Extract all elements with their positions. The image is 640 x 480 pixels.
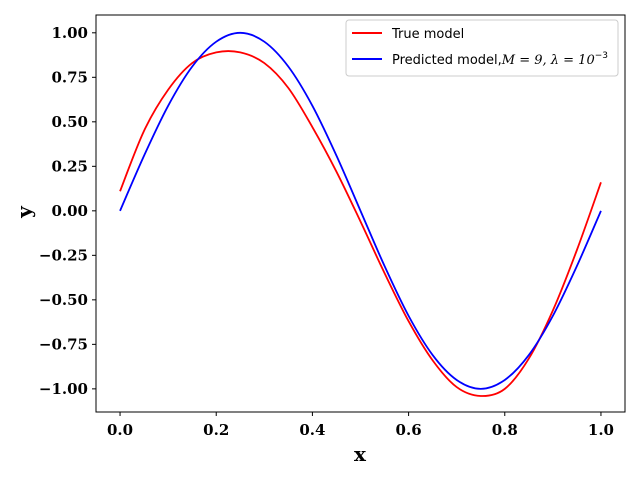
y-tick-label: 0.50 bbox=[51, 113, 88, 131]
x-tick-label: 0.4 bbox=[299, 421, 325, 439]
y-tick-label: 0.25 bbox=[51, 157, 88, 175]
legend-label-predicted-model: Predicted model,M = 9, λ = 10−3 bbox=[392, 51, 608, 68]
y-axis-ticks: 1.00 0.75 0.50 0.25 0.00 −0.25 −0.50 −0.75 −1.00 bbox=[39, 24, 96, 398]
plot-frame bbox=[95, 14, 626, 413]
x-tick-label: 0.8 bbox=[492, 421, 518, 439]
y-tick-label: 0.75 bbox=[51, 68, 88, 86]
series-line-true-model bbox=[119, 50, 602, 397]
legend-label-true-model: True model bbox=[391, 27, 464, 42]
legend: True model Predicted model,M = 9, λ = 10… bbox=[345, 19, 619, 77]
y-tick-label: −0.25 bbox=[39, 246, 88, 264]
legend-label-predicted-exponent: −3 bbox=[595, 51, 608, 61]
y-axis-label: y bbox=[12, 205, 36, 219]
x-axis-ticks: 0.0 0.2 0.4 0.6 0.8 1.0 bbox=[107, 412, 614, 439]
legend-label-predicted-math: M = 9, λ = 10 bbox=[501, 53, 595, 68]
legend-box bbox=[345, 19, 619, 77]
y-tick-label: 0.00 bbox=[51, 202, 88, 220]
y-tick-label: 1.00 bbox=[51, 24, 88, 42]
x-tick-label: 1.0 bbox=[588, 421, 614, 439]
x-axis-label: x bbox=[354, 442, 367, 466]
x-tick-label: 0.0 bbox=[107, 421, 133, 439]
y-tick-label: −1.00 bbox=[39, 380, 88, 398]
x-tick-label: 0.6 bbox=[396, 421, 422, 439]
y-tick-label: −0.75 bbox=[39, 335, 88, 353]
x-tick-label: 0.2 bbox=[203, 421, 229, 439]
series-lines bbox=[119, 31, 602, 397]
series-line-predicted-model bbox=[119, 31, 602, 390]
y-tick-label: −0.50 bbox=[39, 291, 88, 309]
legend-label-predicted-text: Predicted model, bbox=[392, 53, 502, 68]
